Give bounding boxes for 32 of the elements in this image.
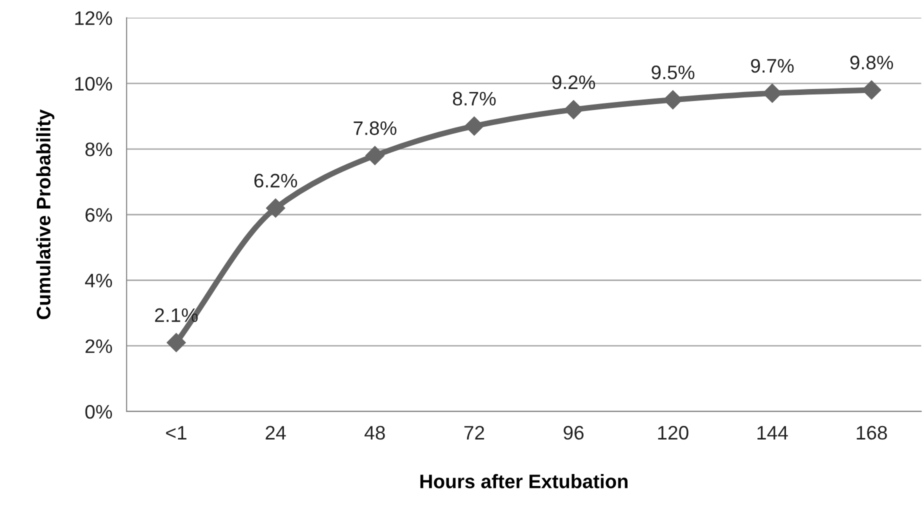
data-label: 9.2% (552, 75, 596, 90)
data-label: 6.2% (254, 174, 298, 188)
point (862, 80, 882, 100)
x-tick-label: 48 (364, 426, 385, 440)
y-tick-label: 6% (86, 208, 112, 222)
point (564, 100, 584, 120)
x-tick-label: <1 (166, 426, 186, 440)
point (166, 333, 186, 352)
data-label: 9.5% (652, 66, 694, 80)
data-label: 9.7% (750, 58, 794, 73)
x-axis-title: Hours after Extubation (420, 474, 628, 488)
x-tick-label: 120 (658, 426, 688, 440)
y-tick-label: 8% (85, 142, 112, 156)
y-tick-label: 2% (86, 339, 112, 354)
x-tick-label: 144 (757, 426, 788, 440)
x-tick-label: 72 (464, 426, 484, 440)
x-tick-label: 168 (856, 426, 887, 440)
point (464, 116, 484, 136)
x-tick-label: 96 (564, 426, 584, 440)
point (762, 84, 782, 103)
point (266, 198, 286, 218)
y-tick-label: 0% (85, 404, 112, 419)
y-tick-label: 12% (75, 11, 112, 25)
point (663, 90, 682, 110)
x-tick-label: 24 (266, 426, 286, 440)
data-label: 9.8% (850, 56, 894, 70)
y-axis-title: Cumulative Probability (36, 109, 54, 320)
y-tick-label: 4% (85, 274, 112, 288)
data-label: 8.7% (452, 92, 496, 106)
point (365, 146, 384, 166)
y-tick-label: 10% (75, 76, 112, 91)
data-label: 7.8% (354, 121, 396, 136)
